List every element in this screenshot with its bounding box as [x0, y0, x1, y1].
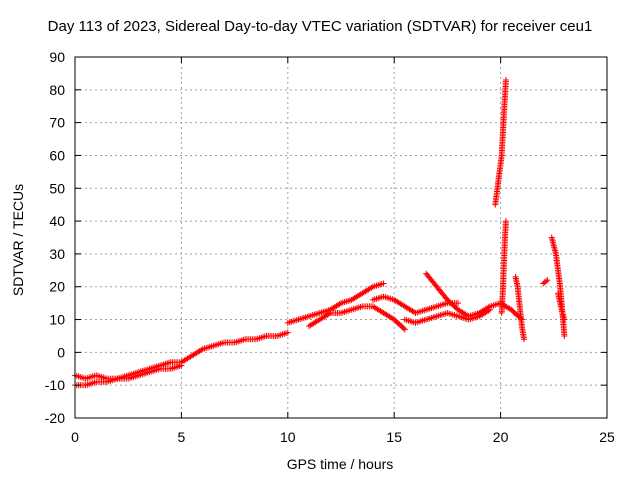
x-tick-label: 5 [178, 429, 186, 445]
data-point-marks [540, 277, 551, 287]
data-point-marks [498, 218, 509, 316]
data-point-marks [306, 303, 408, 333]
series-track-3 [284, 280, 387, 326]
y-tick-label: 10 [49, 312, 65, 328]
series-segment-d [540, 277, 551, 287]
plot-area [72, 76, 568, 389]
series-spike-b [498, 218, 509, 316]
y-tick-label: 80 [49, 82, 65, 98]
x-tick-label: 10 [280, 429, 296, 445]
plot-frame [74, 56, 608, 419]
data-point-marks [555, 290, 568, 323]
chart-title: Day 113 of 2023, Sidereal Day-to-day VTE… [47, 18, 593, 35]
y-tick-label: 30 [49, 246, 65, 262]
y-tick-label: 70 [49, 115, 65, 131]
y-tick-label: 0 [57, 344, 65, 360]
grid-lines [75, 57, 607, 418]
y-tick-label: -10 [45, 377, 65, 393]
y-tick-label: 50 [49, 180, 65, 196]
y-tick-label: 40 [49, 213, 65, 229]
data-point-marks [492, 76, 509, 208]
y-tick-label: 60 [49, 147, 65, 163]
axes: 0 5 10 15 20 25 -20 -10 0 10 20 30 40 50 60 70 80 90 [45, 49, 615, 445]
y-axis-label: SDTVAR / TECUs [10, 183, 26, 297]
x-axis-label: GPS time / hours [286, 456, 394, 472]
data-point-marks [512, 273, 528, 343]
series-segment-c [512, 273, 528, 343]
x-tick-label: 25 [599, 429, 615, 445]
x-tick-label: 15 [386, 429, 402, 445]
series-track-4 [306, 303, 408, 333]
y-tick-label: 20 [49, 279, 65, 295]
data-point-marks [284, 280, 387, 326]
data-point-marks [401, 306, 493, 326]
y-tick-label: -20 [45, 410, 65, 426]
series-segment-f [555, 290, 568, 323]
x-tick-label: 0 [71, 429, 79, 445]
series-spike-a [492, 76, 509, 208]
x-tick-label: 20 [493, 429, 509, 445]
y-tick-label: 90 [49, 49, 65, 65]
series-track-7 [401, 306, 493, 326]
